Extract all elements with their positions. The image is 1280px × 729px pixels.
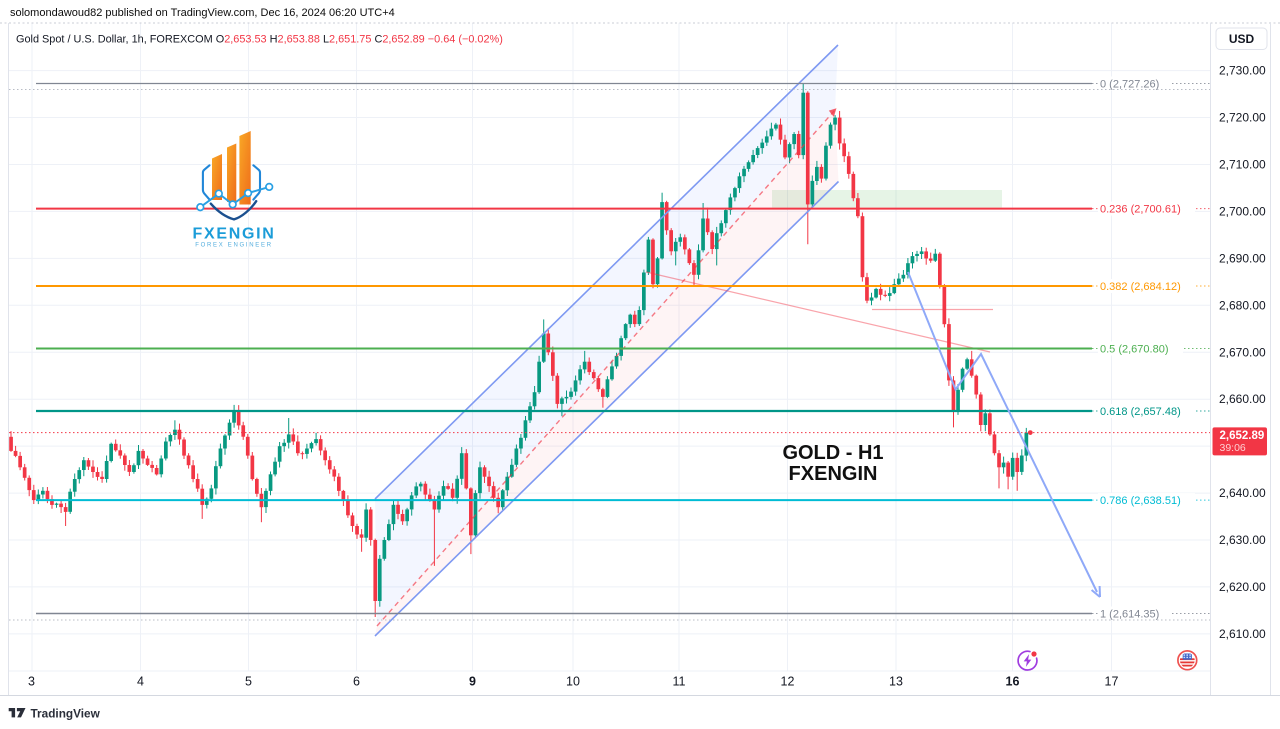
svg-text:2,680.00: 2,680.00 (1219, 298, 1266, 312)
svg-text:3: 3 (28, 675, 35, 689)
svg-text:16: 16 (1006, 675, 1020, 689)
svg-text:4: 4 (137, 675, 144, 689)
svg-text:0.236 (2,700.61): 0.236 (2,700.61) (1100, 204, 1181, 216)
svg-text:2,710.00: 2,710.00 (1219, 158, 1266, 172)
svg-text:5: 5 (245, 675, 252, 689)
svg-text:2,630.00: 2,630.00 (1219, 533, 1266, 547)
svg-text:2,660.00: 2,660.00 (1219, 392, 1266, 406)
svg-text:1 (2,614.35): 1 (2,614.35) (1100, 609, 1159, 621)
svg-text:TradingView: TradingView (31, 707, 101, 721)
svg-text:6: 6 (353, 675, 360, 689)
svg-text:2,730.00: 2,730.00 (1219, 64, 1266, 78)
svg-text:FXENGIN: FXENGIN (789, 463, 878, 485)
svg-text:2,720.00: 2,720.00 (1219, 111, 1266, 125)
svg-text:2,620.00: 2,620.00 (1219, 580, 1266, 594)
svg-text:0 (2,727.26): 0 (2,727.26) (1100, 79, 1159, 91)
svg-text:Gold Spot / U.S. Dollar, 1h, F: Gold Spot / U.S. Dollar, 1h, FOREXCOM O2… (16, 34, 503, 46)
svg-text:USD: USD (1229, 32, 1255, 46)
svg-text:solomondawoud82 published on T: solomondawoud82 published on TradingView… (10, 7, 395, 19)
svg-text:10: 10 (566, 675, 580, 689)
svg-text:9: 9 (469, 675, 476, 689)
svg-text:0.382 (2,684.12): 0.382 (2,684.12) (1100, 281, 1181, 293)
svg-text:2,670.00: 2,670.00 (1219, 345, 1266, 359)
svg-text:GOLD - H1: GOLD - H1 (782, 442, 883, 464)
svg-text:0.786 (2,638.51): 0.786 (2,638.51) (1100, 495, 1181, 507)
svg-text:2,610.00: 2,610.00 (1219, 627, 1266, 641)
svg-text:12: 12 (781, 675, 795, 689)
svg-text:2,690.00: 2,690.00 (1219, 251, 1266, 265)
svg-text:13: 13 (889, 675, 903, 689)
svg-text:FOREX ENGINEER: FOREX ENGINEER (195, 242, 272, 248)
svg-text:0.5 (2,670.80): 0.5 (2,670.80) (1100, 344, 1169, 356)
svg-text:2,700.00: 2,700.00 (1219, 205, 1266, 219)
svg-text:39:06: 39:06 (1220, 442, 1246, 454)
svg-text:0.618 (2,657.48): 0.618 (2,657.48) (1100, 406, 1181, 418)
svg-text:17: 17 (1105, 675, 1119, 689)
svg-text:2,640.00: 2,640.00 (1219, 486, 1266, 500)
svg-text:11: 11 (673, 675, 686, 689)
svg-text:2,652.89: 2,652.89 (1220, 430, 1265, 442)
svg-text:FXENGIN: FXENGIN (192, 225, 275, 242)
